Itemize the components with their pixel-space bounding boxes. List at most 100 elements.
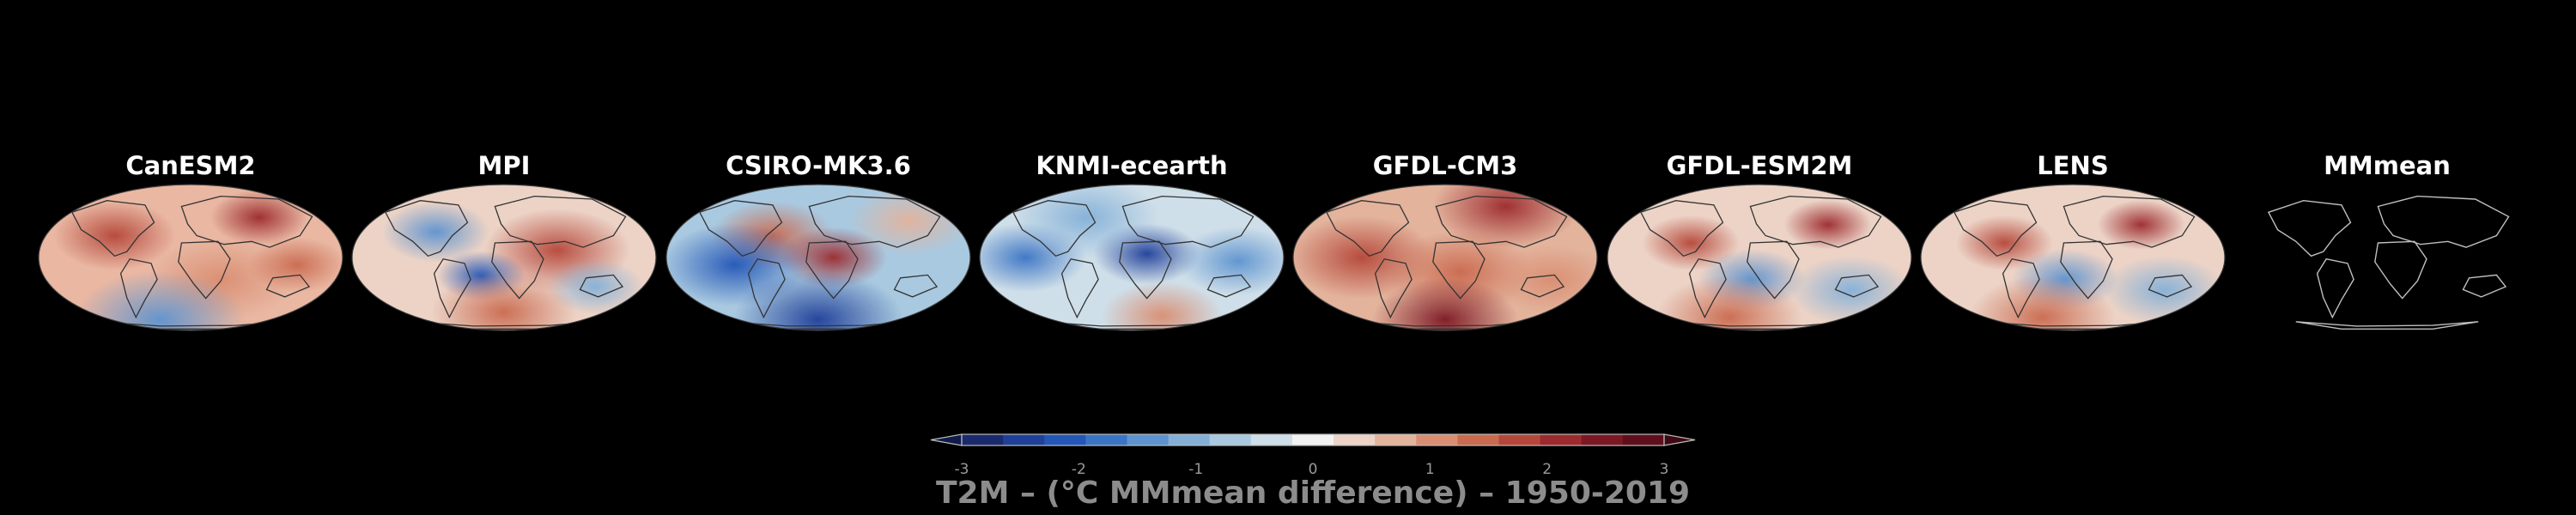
colorbar-tick-label: 3 bbox=[1660, 461, 1669, 478]
coastline-outline bbox=[2060, 240, 2113, 300]
map-panel: GFDL-CM3 bbox=[1292, 151, 1598, 331]
colorbar-extend-min bbox=[930, 433, 963, 446]
coastline-outline bbox=[1121, 195, 1255, 248]
map-panels: CanESM2 MPI CSIRO-MK3.6 KNMI-ecearth GFDL-CM… bbox=[38, 151, 2510, 331]
coastline-outline bbox=[433, 258, 471, 319]
colorbar-segment bbox=[1127, 434, 1170, 445]
panel-title: CanESM2 bbox=[125, 151, 255, 180]
panel-title: LENS bbox=[2037, 151, 2108, 180]
map-panel: KNMI-ecearth bbox=[979, 151, 1285, 331]
anomaly-region bbox=[1969, 276, 2116, 330]
coastline-outline bbox=[2462, 274, 2507, 298]
coastline-outline bbox=[747, 258, 786, 319]
colorbar-segment bbox=[1003, 434, 1045, 445]
coastline-outline bbox=[2377, 195, 2510, 248]
coastline-outline bbox=[1060, 258, 1099, 319]
coastline-outlines bbox=[2267, 195, 2510, 330]
coastline-outline bbox=[1688, 258, 1727, 319]
coastline-outline bbox=[2267, 199, 2352, 258]
colorbar-frame bbox=[961, 433, 1665, 446]
temperature-field bbox=[1953, 195, 2225, 330]
coastline-outline bbox=[1749, 195, 1882, 248]
coastline-outline bbox=[579, 274, 624, 298]
coastline-outline bbox=[2063, 195, 2196, 248]
map-border bbox=[351, 184, 657, 331]
coastline-outline bbox=[1520, 274, 1565, 298]
map-panel: CanESM2 bbox=[38, 151, 343, 331]
colorbar-segment bbox=[1498, 434, 1541, 445]
temperature-field bbox=[53, 189, 343, 330]
coastline-outline bbox=[1747, 240, 1800, 300]
anomaly-region bbox=[2097, 199, 2185, 250]
coastline-outline bbox=[119, 258, 158, 319]
panel-title: GFDL-ESM2M bbox=[1667, 151, 1853, 180]
colorbar-segment bbox=[1168, 434, 1211, 445]
coastline-outline bbox=[178, 240, 231, 300]
map-panel: MMmean bbox=[2267, 151, 2510, 330]
colorbar-segment bbox=[1540, 434, 1583, 445]
colorbar-segment bbox=[1250, 434, 1293, 445]
colorbar-segment bbox=[1044, 434, 1086, 445]
anomaly-region bbox=[1656, 276, 1802, 330]
anomaly-region bbox=[2103, 255, 2225, 325]
map-panel: MPI bbox=[351, 151, 657, 331]
coastline-outline bbox=[1206, 274, 1252, 298]
coastline-outline bbox=[808, 195, 941, 248]
map-panel: LENS bbox=[1920, 151, 2226, 331]
colorbar-tick-label: -3 bbox=[955, 461, 969, 478]
anomaly-region bbox=[75, 270, 246, 330]
coastline-outline bbox=[384, 200, 469, 258]
anomaly-region bbox=[1177, 226, 1284, 296]
colorbar-segment bbox=[1622, 434, 1665, 445]
coastline-outline bbox=[2148, 274, 2193, 298]
temperature-field bbox=[666, 186, 970, 330]
coastline-outline bbox=[2295, 321, 2479, 330]
colorbar-segment bbox=[1416, 434, 1459, 445]
coastline-outline bbox=[1953, 200, 2038, 258]
coastline-outline bbox=[698, 200, 783, 258]
colorbar-segment bbox=[962, 434, 1004, 445]
panel-title: GFDL-CM3 bbox=[1373, 151, 1518, 180]
coastline-outline bbox=[1374, 258, 1413, 319]
coastline-outline bbox=[1012, 200, 1097, 258]
temperature-field bbox=[382, 195, 644, 330]
anomaly-region bbox=[1491, 245, 1597, 314]
anomaly-region bbox=[382, 201, 489, 263]
anomaly-region bbox=[1783, 199, 1872, 250]
anomaly-region bbox=[1789, 255, 1911, 325]
colorbar-title: T2M – (°C MMmean difference) – 1950-2019 bbox=[936, 476, 1690, 511]
coastline-outline bbox=[265, 274, 311, 298]
coastline-outline bbox=[1432, 240, 1485, 300]
map-border bbox=[1607, 184, 1912, 331]
panel-title: CSIRO-MK3.6 bbox=[726, 151, 911, 180]
colorbar-segment bbox=[1581, 434, 1624, 445]
colorbar-tick-label: 0 bbox=[1309, 461, 1318, 478]
anomaly-region bbox=[53, 201, 176, 270]
panel-title: MPI bbox=[478, 151, 531, 180]
coastline-outline bbox=[1435, 195, 1568, 248]
colorbar-segment bbox=[1375, 434, 1417, 445]
colorbar-tick-label: -2 bbox=[1072, 461, 1086, 478]
temperature-field bbox=[980, 185, 1284, 330]
coastline-outline bbox=[70, 200, 155, 258]
anomaly-region bbox=[546, 258, 644, 315]
coastline-outline bbox=[1119, 240, 1172, 300]
map-panel: GFDL-ESM2M bbox=[1607, 151, 1912, 331]
map-border bbox=[38, 184, 343, 331]
colorbar-segment bbox=[1334, 434, 1376, 445]
colorbar-segment bbox=[1457, 434, 1500, 445]
panel-title: KNMI-ecearth bbox=[1036, 151, 1227, 180]
anomaly-region bbox=[1101, 281, 1224, 330]
colorbar-segment bbox=[1085, 434, 1128, 445]
map-panel: CSIRO-MK3.6 bbox=[665, 151, 971, 331]
map-border bbox=[1920, 184, 2226, 331]
colorbar-segment bbox=[1209, 434, 1252, 445]
anomaly-region bbox=[732, 270, 904, 330]
coastline-outline bbox=[2374, 240, 2427, 300]
coastline-outline bbox=[2316, 258, 2354, 319]
map-border bbox=[1292, 184, 1598, 331]
coastline-outline bbox=[1325, 200, 1410, 258]
colorbar-extend-max bbox=[1663, 433, 1696, 446]
